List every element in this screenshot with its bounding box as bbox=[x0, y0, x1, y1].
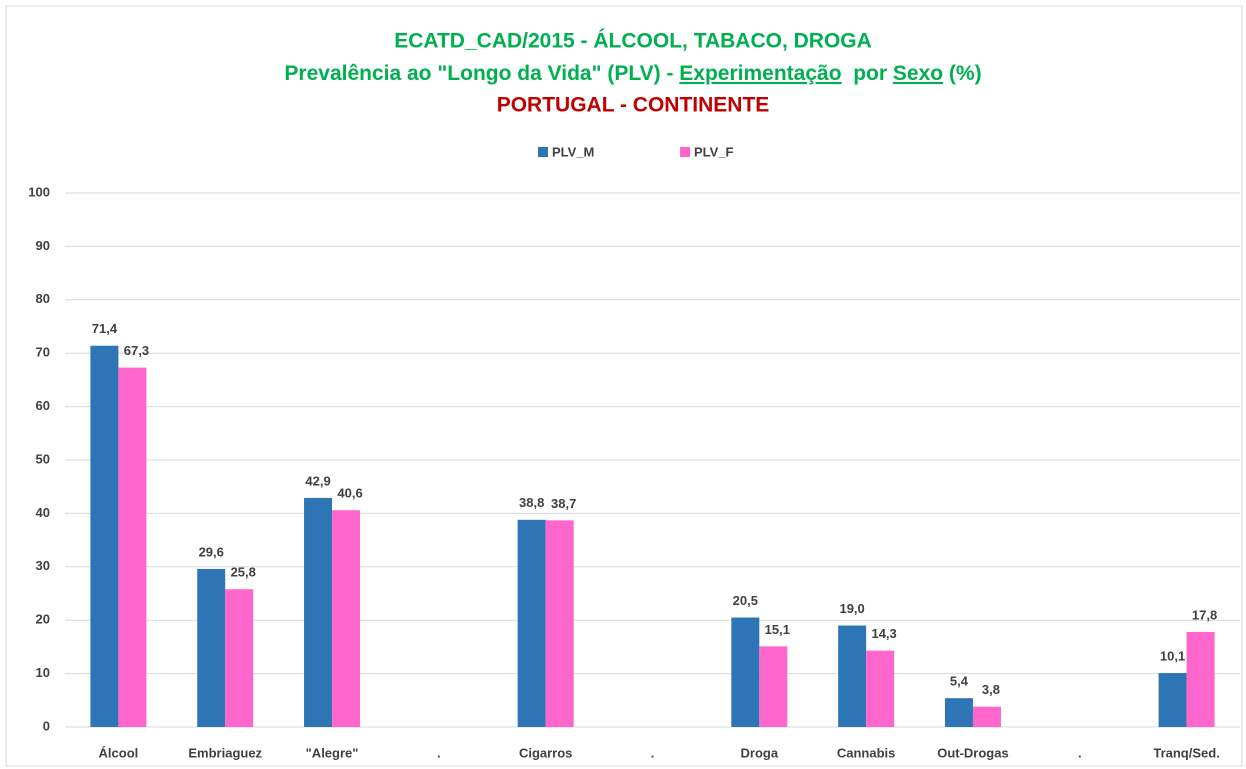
y-tick-label: 70 bbox=[36, 345, 50, 360]
data-label: 25,8 bbox=[231, 565, 256, 580]
x-tick-label: Cigarros bbox=[519, 745, 572, 760]
y-tick-label: 0 bbox=[43, 718, 50, 733]
x-tick-label: Droga bbox=[741, 745, 779, 760]
bar bbox=[304, 497, 333, 727]
legend-label: PLV_F bbox=[694, 144, 734, 159]
data-label: 42,9 bbox=[305, 473, 330, 488]
data-label: 19,0 bbox=[839, 601, 864, 616]
bar bbox=[866, 650, 895, 727]
subtitle-part: Prevalência ao "Longo da Vida" (PLV) - bbox=[284, 62, 679, 85]
bar bbox=[838, 625, 867, 727]
bar bbox=[1186, 631, 1215, 727]
y-tick-label: 100 bbox=[28, 184, 50, 199]
data-label: 29,6 bbox=[199, 544, 224, 559]
y-tick-label: 30 bbox=[36, 558, 50, 573]
data-label: 5,4 bbox=[950, 674, 969, 689]
chart-subtitle: Prevalência ao "Longo da Vida" (PLV) - E… bbox=[284, 62, 981, 85]
subtitle-part: Experimentação bbox=[679, 62, 841, 85]
bar bbox=[90, 345, 119, 727]
x-tick-label: Embriaguez bbox=[188, 745, 262, 760]
subtitle-part: por bbox=[842, 62, 893, 85]
subtitle-part: (%) bbox=[943, 62, 982, 85]
data-label: 71,4 bbox=[92, 321, 118, 336]
legend-swatch bbox=[680, 147, 690, 157]
y-tick-label: 40 bbox=[36, 505, 50, 520]
data-label: 14,3 bbox=[871, 626, 896, 641]
chart-frame bbox=[5, 5, 1243, 767]
data-label: 38,7 bbox=[551, 496, 576, 511]
bar bbox=[332, 510, 361, 727]
data-label: 17,8 bbox=[1192, 607, 1217, 622]
x-tick-label: . bbox=[651, 745, 655, 760]
data-label: 40,6 bbox=[337, 486, 362, 501]
x-tick-label: Cannabis bbox=[837, 745, 896, 760]
y-tick-label: 60 bbox=[36, 398, 50, 413]
x-tick-label: Tranq/Sed. bbox=[1153, 745, 1219, 760]
x-tick-label: Álcool bbox=[99, 745, 139, 760]
data-label: 3,8 bbox=[982, 682, 1000, 697]
chart-title: ECATD_CAD/2015 - ÁLCOOL, TABACO, DROGA bbox=[394, 30, 872, 53]
x-tick-label: Out-Drogas bbox=[937, 745, 1009, 760]
data-label: 15,1 bbox=[765, 622, 790, 637]
legend-label: PLV_M bbox=[552, 144, 594, 159]
bar bbox=[731, 617, 760, 727]
bar bbox=[972, 706, 1001, 727]
y-tick-label: 80 bbox=[36, 291, 50, 306]
data-label: 10,1 bbox=[1160, 649, 1185, 664]
subtitle-part: Sexo bbox=[893, 62, 943, 85]
legend-swatch bbox=[538, 147, 548, 157]
x-tick-label: . bbox=[437, 745, 441, 760]
bar bbox=[118, 367, 147, 727]
x-tick-label: . bbox=[1078, 745, 1082, 760]
chart-subtitle: PORTUGAL - CONTINENTE bbox=[497, 94, 770, 117]
bar bbox=[759, 646, 788, 727]
y-tick-label: 20 bbox=[36, 612, 50, 627]
y-tick-label: 50 bbox=[36, 451, 50, 466]
bar bbox=[1158, 673, 1187, 727]
y-tick-label: 90 bbox=[36, 238, 50, 253]
bar bbox=[517, 519, 546, 727]
y-tick-label: 10 bbox=[36, 665, 50, 680]
data-label: 20,5 bbox=[733, 593, 758, 608]
x-tick-label: "Alegre" bbox=[306, 745, 359, 760]
bar bbox=[225, 589, 254, 727]
data-label: 38,8 bbox=[519, 495, 544, 510]
data-label: 67,3 bbox=[124, 343, 149, 358]
bar bbox=[944, 698, 973, 727]
bar bbox=[545, 520, 574, 727]
bar bbox=[197, 568, 226, 727]
